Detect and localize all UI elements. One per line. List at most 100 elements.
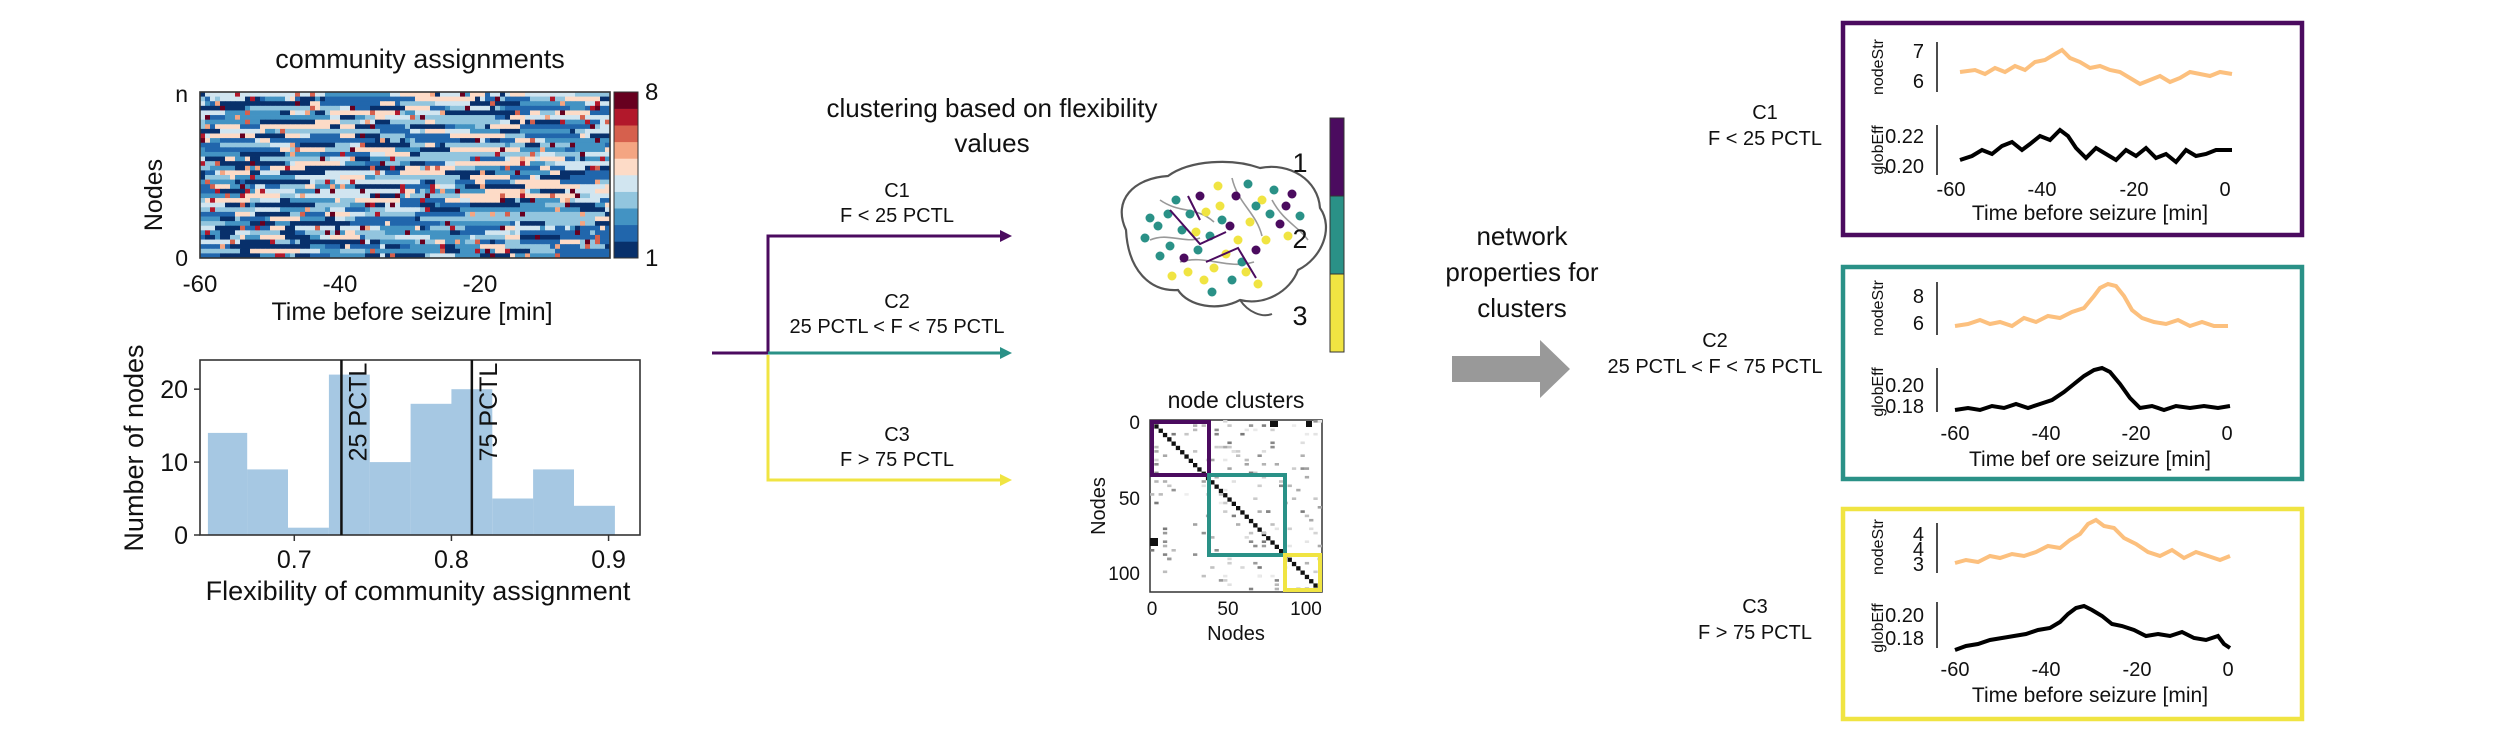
- heatmap-cell: [590, 161, 596, 167]
- heatmap-cell: [240, 147, 246, 153]
- heatmap-cell: [200, 119, 206, 125]
- heatmap-cell: [595, 188, 601, 194]
- heatmap-cell: [285, 230, 291, 236]
- heatmap-cell: [240, 165, 246, 171]
- heatmap-cell: [560, 216, 566, 222]
- heatmap-cell: [590, 147, 596, 153]
- heatmap-cell: [215, 101, 221, 107]
- heatmap-cell: [510, 253, 516, 259]
- matrix-cell: [1274, 579, 1279, 582]
- heatmap-cell: [565, 221, 571, 227]
- heatmap-cell: [410, 115, 416, 121]
- heatmap-cell: [395, 156, 401, 162]
- heatmap-cell: [225, 128, 231, 134]
- heatmap-cell: [490, 175, 496, 181]
- heatmap-cell: [290, 138, 296, 144]
- heatmap-cell: [330, 175, 336, 181]
- heatmap-cell: [410, 198, 416, 204]
- heatmap-cell: [555, 184, 561, 190]
- heatmap-cell: [265, 188, 271, 194]
- heatmap-cell: [485, 225, 491, 231]
- heatmap-cell: [550, 156, 556, 162]
- heatmap-cell: [460, 101, 466, 107]
- heatmap-cell: [440, 115, 446, 121]
- heatmap-cell: [545, 207, 551, 213]
- heatmap-cell: [295, 211, 301, 217]
- heatmap-cell: [420, 248, 426, 254]
- heatmap-cell: [525, 234, 531, 240]
- heatmap-cell: [275, 156, 281, 162]
- heatmap-cell: [410, 175, 416, 181]
- heatmap-cell: [430, 188, 436, 194]
- heatmap-cell: [550, 138, 556, 144]
- histogram-bar: [533, 469, 574, 535]
- heatmap-cell: [465, 193, 471, 199]
- heatmap-cell: [565, 115, 571, 121]
- heatmap-cell: [460, 234, 466, 240]
- heatmap-cell: [510, 128, 516, 134]
- heatmap-cell: [280, 230, 286, 236]
- heatmap-cell: [205, 138, 211, 144]
- heatmap-cell: [495, 92, 501, 98]
- panel-c1-xtick: -40: [2028, 179, 2057, 201]
- heatmap-cell: [320, 221, 326, 227]
- heatmap-cell: [205, 211, 211, 217]
- heatmap-cell: [355, 151, 361, 157]
- heatmap-cell: [560, 221, 566, 227]
- heatmap-cell: [470, 207, 476, 213]
- heatmap-cell: [275, 244, 281, 250]
- heatmap-cell: [435, 170, 441, 176]
- heatmap-cell: [340, 230, 346, 236]
- heatmap-cell: [430, 207, 436, 213]
- heatmap-cell: [475, 96, 481, 102]
- heatmap-cell: [410, 110, 416, 116]
- heatmap-cell: [530, 221, 536, 227]
- heatmap-cell: [570, 133, 576, 139]
- heatmap-cell: [560, 165, 566, 171]
- heatmap-cell: [445, 133, 451, 139]
- heatmap-cell: [475, 184, 481, 190]
- heatmap-cell: [485, 133, 491, 139]
- heatmap-cell: [395, 234, 401, 240]
- heatmap-cell: [215, 175, 221, 181]
- heatmap-cell: [260, 138, 266, 144]
- heatmap-cell: [245, 133, 251, 139]
- heatmap-cell: [360, 193, 366, 199]
- heatmap-cell: [290, 184, 296, 190]
- histogram-bar: [247, 469, 288, 535]
- heatmap-cell: [595, 92, 601, 98]
- heatmap-cell: [280, 179, 286, 185]
- heatmap-cell: [360, 198, 366, 204]
- heatmap-cell: [525, 165, 531, 171]
- heatmap-cell: [425, 184, 431, 190]
- heatmap-cell: [360, 119, 366, 125]
- heatmap-cell: [450, 110, 456, 116]
- heatmap-cell: [320, 170, 326, 176]
- heatmap-cell: [605, 193, 611, 199]
- heatmap-cell: [450, 179, 456, 185]
- heatmap-cell: [505, 156, 511, 162]
- heatmap-cell: [305, 202, 311, 208]
- heatmap-cell: [355, 170, 361, 176]
- heatmap-cell: [345, 156, 351, 162]
- heatmap-cell: [345, 119, 351, 125]
- heatmap-cell: [425, 244, 431, 250]
- matrix-cell: [1184, 432, 1189, 436]
- heatmap-cell: [395, 230, 401, 236]
- matrix-xlabel: Nodes: [1207, 623, 1265, 645]
- heatmap-cell: [600, 207, 606, 213]
- heatmap-cell: [530, 105, 536, 111]
- heatmap-cell: [370, 175, 376, 181]
- heatmap-cell: [300, 188, 306, 194]
- heatmap-cell: [595, 211, 601, 217]
- heatmap-cell: [525, 151, 531, 157]
- heatmap-cell: [590, 151, 596, 157]
- heatmap-cell: [360, 184, 366, 190]
- heatmap-cell: [450, 151, 456, 157]
- heatmap-cell: [305, 211, 311, 217]
- heatmap-cell: [385, 151, 391, 157]
- heatmap-cell: [550, 142, 556, 148]
- heatmap-cell: [330, 128, 336, 134]
- heatmap-cell: [340, 92, 346, 98]
- heatmap-cell: [240, 110, 246, 116]
